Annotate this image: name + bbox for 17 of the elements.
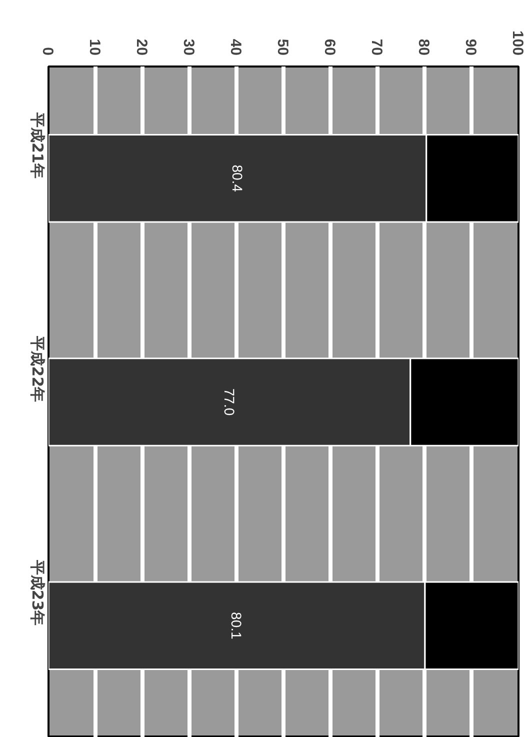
- x-tick-label: 10: [86, 38, 103, 56]
- x-tick-label: 0: [39, 47, 56, 56]
- data-label: 80.1: [228, 612, 245, 640]
- x-tick-label: 70: [368, 38, 385, 56]
- y-tick-label: 平成21年: [28, 111, 46, 178]
- x-tick-label: 30: [180, 38, 197, 56]
- x-tick-label: 100: [509, 30, 526, 56]
- data-label: 77.0: [221, 388, 238, 416]
- x-tick-label: 90: [462, 38, 479, 56]
- y-tick-label: 平成23年: [28, 558, 46, 626]
- x-tick-label: 50: [274, 38, 291, 56]
- x-tick-label: 60: [321, 38, 338, 56]
- data-label: 80.4: [229, 164, 246, 192]
- x-tick-label: 40: [227, 38, 244, 56]
- y-tick-label: 平成22年: [28, 335, 46, 402]
- x-tick-label: 80: [415, 38, 432, 56]
- x-tick-label: 20: [133, 38, 150, 56]
